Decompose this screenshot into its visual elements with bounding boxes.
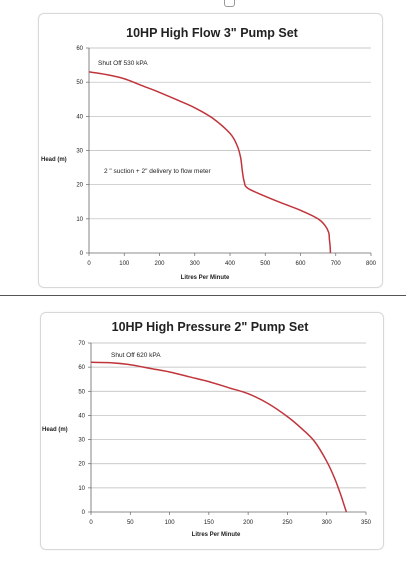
page-divider <box>0 295 406 296</box>
y-tick-label: 10 <box>76 217 83 223</box>
chart-title: 10HP High Flow 3" Pump Set <box>126 26 299 40</box>
y-tick-label: 0 <box>82 510 86 516</box>
chart-card-high-flow: 0 10 20 30 40 50 60 0 100 200 300 400 500 600 700 800 1… <box>38 13 383 288</box>
x-axis-label: Litres Per Minute <box>181 275 230 281</box>
x-tick-label: 200 <box>243 520 254 526</box>
x-tick-label: 600 <box>295 261 306 267</box>
x-tick-label: 0 <box>87 261 91 267</box>
annotation-suction: 2 " suction + 2" delivery to flow meter <box>104 168 212 175</box>
annotation-shutoff: Shut Off 530 kPA <box>98 60 148 67</box>
y-tick-label: 40 <box>78 413 85 419</box>
x-tick-label: 350 <box>361 520 372 526</box>
x-tick-label: 300 <box>322 520 333 526</box>
x-tick-label: 700 <box>331 261 342 267</box>
x-tick-label: 50 <box>127 520 134 526</box>
y-tick-label: 10 <box>78 486 85 492</box>
series-line <box>90 361 348 513</box>
chart-high-pressure: 0 10 20 30 40 50 60 70 0 50 100 150 200 250 300 350 10H… <box>42 320 372 538</box>
y-tick-label: 20 <box>78 462 85 468</box>
y-tick-label: 30 <box>78 438 85 444</box>
annotation-shutoff: Shut Off 620 kPA <box>111 352 161 359</box>
x-axis-label: Litres Per Minute <box>192 532 241 538</box>
x-tick-label: 100 <box>165 520 176 526</box>
y-tick-label: 50 <box>78 389 85 395</box>
x-tick-label: 400 <box>225 261 236 267</box>
y-tick-label: 20 <box>76 183 83 189</box>
chart-title: 10HP High Pressure 2" Pump Set <box>112 320 310 334</box>
plot-area: 0 10 20 30 40 50 60 70 0 50 100 150 200 250 300 350 <box>78 341 371 526</box>
y-axis-label: Head (m) <box>42 427 68 433</box>
y-tick-label: 40 <box>76 114 83 120</box>
x-tick-label: 0 <box>89 520 93 526</box>
y-tick-label: 60 <box>78 365 85 371</box>
series-line <box>88 71 332 254</box>
x-tick-label: 300 <box>190 261 201 267</box>
page-corner-tab <box>224 0 235 7</box>
y-tick-label: 60 <box>76 46 83 52</box>
y-tick-label: 50 <box>76 80 83 86</box>
y-tick-label: 0 <box>80 251 84 257</box>
x-tick-label: 250 <box>282 520 293 526</box>
y-tick-label: 70 <box>78 341 85 347</box>
y-tick-label: 30 <box>76 149 83 155</box>
chart-card-high-pressure: 0 10 20 30 40 50 60 70 0 50 100 150 200 250 300 350 10H… <box>40 312 384 550</box>
x-tick-label: 150 <box>204 520 215 526</box>
x-tick-label: 200 <box>154 261 165 267</box>
x-tick-label: 100 <box>119 261 130 267</box>
x-tick-label: 800 <box>366 261 377 267</box>
x-tick-label: 500 <box>260 261 271 267</box>
y-axis-label: Head (m) <box>41 157 67 163</box>
